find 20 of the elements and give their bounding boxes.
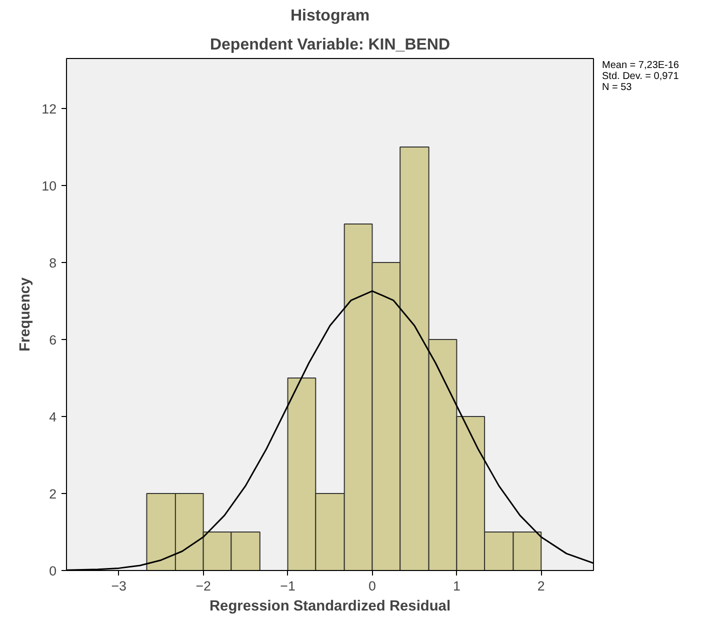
x-tick-label: −1 bbox=[280, 578, 296, 594]
x-tick-label: 0 bbox=[368, 578, 376, 594]
x-tick-label: −3 bbox=[111, 578, 126, 594]
x-tick-label: 2 bbox=[537, 578, 545, 594]
y-tick-label: 2 bbox=[49, 486, 57, 502]
y-tick-label: 0 bbox=[49, 564, 57, 578]
y-tick-label: 6 bbox=[49, 332, 57, 348]
y-tick-label: 8 bbox=[49, 256, 57, 271]
chart-subtitle: Dependent Variable: KIN_BEND bbox=[210, 36, 450, 54]
y-tick-label: 4 bbox=[49, 410, 58, 425]
y-tick-label: 10 bbox=[42, 178, 57, 194]
text: Std. Dev. = 0,971 bbox=[602, 71, 679, 82]
x-axis-title: Regression Standardized Residual bbox=[209, 598, 451, 614]
text: Mean = 7,23E-16 bbox=[602, 60, 679, 71]
x-tick-label: 1 bbox=[452, 578, 460, 594]
x-tick-label: −2 bbox=[196, 578, 211, 594]
y-tick-label: 12 bbox=[42, 102, 57, 117]
y-axis-title: Frequency bbox=[18, 276, 34, 352]
text: N = 53 bbox=[602, 82, 632, 93]
chart-title: Histogram bbox=[290, 8, 370, 24]
